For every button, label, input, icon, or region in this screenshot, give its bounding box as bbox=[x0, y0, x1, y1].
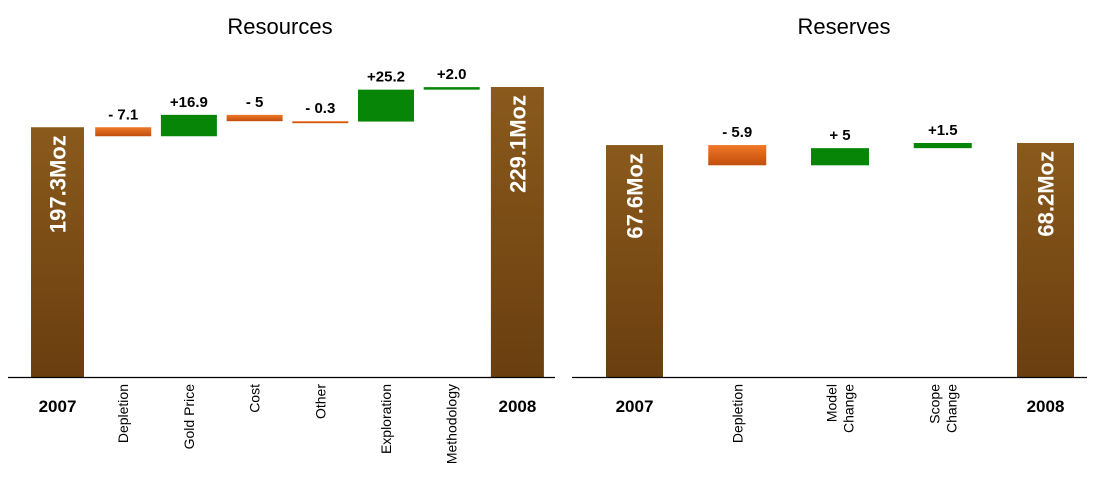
reserves-2008-value-label: 68.2Moz bbox=[1034, 151, 1059, 237]
reserves-model-change-category-line: Model bbox=[824, 384, 840, 422]
reserves-depletion-bar bbox=[708, 145, 767, 166]
resources-exploration-category-line: Exploration bbox=[378, 384, 394, 454]
resources-exploration-value-label: +25.2 bbox=[367, 69, 405, 86]
reserves-chart-title: Reserves bbox=[798, 14, 891, 39]
reserves-2007-bar bbox=[606, 145, 663, 377]
reserves-scope-change-category-label: ScopeChange bbox=[926, 384, 959, 433]
resources-2007-category-label: 2007 bbox=[39, 397, 77, 416]
resources-cost-category-label: Cost bbox=[247, 384, 263, 413]
resources-depletion-value-label: - 7.1 bbox=[108, 106, 138, 123]
reserves-scope-change-bar bbox=[913, 143, 972, 149]
resources-depletion-bar bbox=[95, 127, 152, 137]
resources-other-category-label: Other bbox=[312, 384, 328, 419]
reserves-model-change-bar bbox=[811, 148, 869, 166]
resources-2007-value-label: 197.3Moz bbox=[46, 135, 71, 233]
resources-gold-price-value-label: +16.9 bbox=[170, 94, 208, 111]
reserves-scope-change-category-line: Change bbox=[943, 384, 959, 433]
resources-2007-bar bbox=[31, 127, 84, 377]
resources-other-value-label: - 0.3 bbox=[305, 100, 335, 117]
resources-exploration-category-label: Exploration bbox=[378, 384, 394, 454]
resources-other-category-line: Other bbox=[312, 384, 328, 419]
resources-exploration-bar bbox=[358, 89, 414, 122]
reserves-model-change-category-line: Change bbox=[841, 384, 857, 433]
reserves-scope-change-category-line: Scope bbox=[926, 384, 942, 424]
reserves-depletion-category-label: Depletion bbox=[729, 384, 745, 443]
resources-depletion-category-label: Depletion bbox=[115, 384, 131, 443]
reserves-model-change-category-label: ModelChange bbox=[824, 384, 857, 433]
resources-other-bar bbox=[292, 121, 349, 124]
reserves-depletion-category-line: Depletion bbox=[729, 384, 745, 443]
resources-cost-bar bbox=[226, 114, 283, 122]
reserves-model-change-value-label: + 5 bbox=[829, 127, 850, 144]
resources-gold-price-category-line: Gold Price bbox=[181, 384, 197, 450]
resources-methodology-category-label: Methodology bbox=[444, 384, 460, 464]
resources-depletion-category-line: Depletion bbox=[115, 384, 131, 443]
reserves-2007-category-label: 2007 bbox=[616, 397, 654, 416]
reserves-scope-change-value-label: +1.5 bbox=[928, 122, 958, 139]
resources-2008-category-label: 2008 bbox=[498, 397, 536, 416]
reserves-2008-category-label: 2008 bbox=[1027, 397, 1065, 416]
reserves-2008-bar bbox=[1017, 143, 1074, 377]
resources-gold-price-category-label: Gold Price bbox=[181, 384, 197, 450]
resources-cost-category-line: Cost bbox=[247, 384, 263, 413]
resources-gold-price-bar bbox=[160, 114, 217, 137]
reserves-2007-value-label: 67.6Moz bbox=[623, 153, 648, 239]
resources-methodology-bar bbox=[423, 87, 480, 90]
reserves-depletion-value-label: - 5.9 bbox=[722, 124, 752, 141]
resources-2008-bar bbox=[490, 87, 544, 377]
resources-plot: 197.3Moz 2007 - 7.1 Depletion +16.9 Gold Pric… bbox=[8, 66, 555, 464]
resources-methodology-value-label: +2.0 bbox=[437, 66, 467, 83]
resources-2008-value-label: 229.1Moz bbox=[505, 95, 530, 193]
resources-chart-title: Resources bbox=[227, 14, 332, 39]
resources-methodology-category-line: Methodology bbox=[444, 384, 460, 464]
resources-cost-value-label: - 5 bbox=[246, 94, 264, 111]
